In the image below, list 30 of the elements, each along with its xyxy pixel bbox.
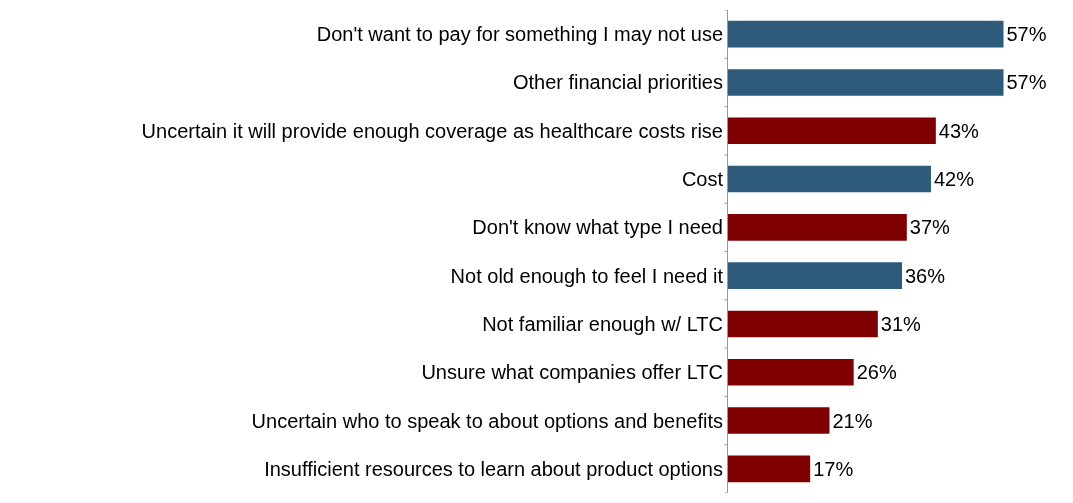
y-tick-label: Other financial priorities [512, 71, 723, 94]
y-tick-label: Don't know what type I need [472, 216, 723, 239]
data-label: 26% [856, 361, 897, 384]
y-tick-label: Not familiar enough w/ LTC [482, 312, 723, 335]
bar [728, 358, 854, 386]
y-tick-label: Insufficient resources to learn about product options [264, 457, 723, 480]
data-label: 57% [1006, 23, 1047, 46]
y-tick-label: Not old enough to feel I need it [450, 264, 724, 287]
y-tick-label: Cost [681, 168, 724, 191]
data-label: 36% [905, 264, 946, 287]
bar [728, 165, 931, 193]
data-label: 43% [938, 119, 980, 142]
data-label: 57% [1006, 71, 1047, 94]
data-label: 21% [832, 409, 873, 432]
bar [728, 262, 902, 289]
y-tick-label: Uncertain who to speak to about options and benefits [251, 409, 723, 432]
bar [728, 455, 811, 483]
data-label: 31% [880, 312, 922, 335]
bar [728, 310, 878, 338]
data-label: 37% [909, 216, 951, 239]
bar [728, 407, 830, 434]
data-label: 17% [813, 457, 854, 480]
data-label: 42% [934, 168, 975, 191]
y-tick-label: Don't want to pay for something I may not use [316, 23, 723, 46]
bar [728, 69, 1004, 96]
y-tick-label: Unsure what companies offer LTC [421, 361, 723, 384]
y-tick-label: Uncertain it will provide enough coverage as healthcare costs rise [141, 119, 723, 142]
bar [728, 117, 936, 145]
bar [728, 214, 907, 241]
bar [728, 20, 1004, 48]
